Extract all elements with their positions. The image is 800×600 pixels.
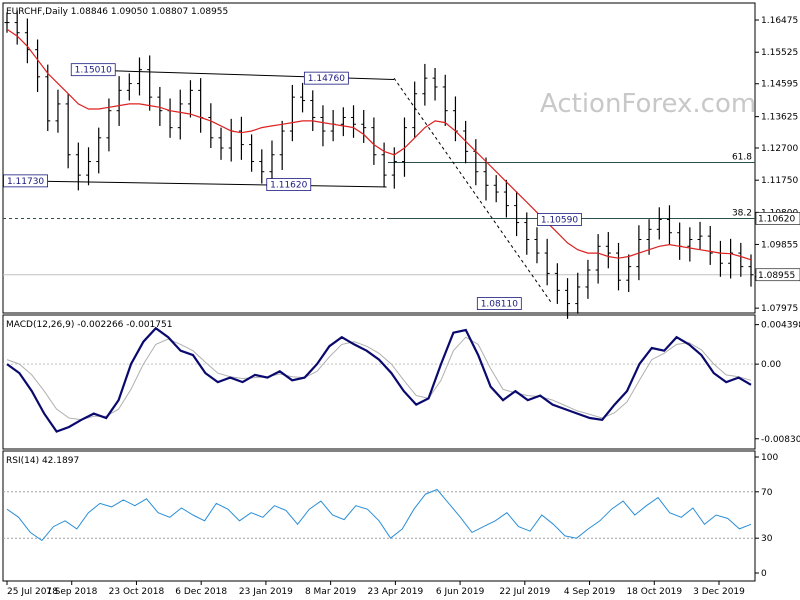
- level-annotation-label: 1.10590: [541, 216, 578, 226]
- fib-level-label: 38.2: [732, 208, 752, 218]
- price-panel: ActionForex.com 1.16475 1.15525 1.14595 1.13…: [2, 2, 800, 319]
- macd-line: [6, 326, 752, 433]
- x-tick-label: 23 Oct 2018: [109, 587, 165, 597]
- macd-title: MACD(12,26,9) -0.002266 -0.001751: [6, 320, 172, 330]
- x-tick-label: 18 Oct 2019: [626, 587, 682, 597]
- y-tick-label: 100: [761, 453, 778, 463]
- current-price-label: 1.08955: [758, 271, 795, 281]
- dashed-trendline: [393, 77, 553, 304]
- fib-level-label: 61.8: [732, 153, 752, 163]
- y-tick-label: 1.13625: [761, 113, 798, 123]
- y-tick-label: 1.09855: [761, 240, 798, 250]
- x-tick-label: 23 Jan 2019: [239, 587, 293, 597]
- price-tag-label: 1.10620: [758, 214, 795, 224]
- level-annotation-box: [266, 178, 312, 191]
- level-annotation-box: [70, 63, 116, 77]
- panel-frame: [2, 450, 756, 582]
- price-tag-box: [755, 212, 800, 225]
- y-tick-label: 1.07975: [761, 304, 798, 314]
- watermark: ActionForex.com: [540, 89, 756, 119]
- y-tick-label: 1.12700: [761, 144, 798, 154]
- y-tick-label: 1.15525: [761, 48, 798, 58]
- level-annotation-label: 1.11730: [7, 177, 44, 187]
- y-tick-label: -0.008306: [761, 435, 800, 445]
- rsi-title: RSI(14) 42.1897: [6, 456, 79, 466]
- y-tick-label: 70: [761, 488, 773, 498]
- y-tick-label: 0: [761, 569, 767, 579]
- level-annotation-box: [476, 297, 522, 310]
- channel-trendline: [18, 180, 387, 188]
- level-annotation-label: 1.14760: [308, 74, 345, 84]
- chart-title: EURCHF,Daily 1.08846 1.09050 1.08807 1.0…: [6, 7, 228, 17]
- x-tick-label: 3 Dec 2019: [693, 587, 745, 597]
- x-tick-label: 6 Dec 2018: [175, 587, 227, 597]
- level-annotation-label: 1.08110: [481, 300, 518, 310]
- panel-frame: [2, 2, 756, 314]
- y-tick-label: 30: [761, 534, 773, 544]
- level-annotation-label: 1.15010: [75, 66, 112, 76]
- macd-panel: MACD(12,26,9) -0.002266 -0.001751 0.00439…: [2, 314, 800, 450]
- current-price-box: [755, 268, 800, 282]
- x-tick-label: 7 Sep 2018: [46, 587, 98, 597]
- y-tick-label: 1.16475: [761, 16, 798, 26]
- rsi-line: [6, 488, 752, 542]
- y-tick-label: 0.00: [761, 360, 781, 370]
- y-tick-label: 1.11750: [761, 176, 798, 186]
- x-tick-label: 25 Jul 2018: [7, 587, 58, 597]
- level-annotation-label: 1.11620: [270, 181, 307, 191]
- y-tick-label: 1.14595: [761, 80, 798, 90]
- x-tick-label: 23 Apr 2019: [368, 587, 424, 597]
- y-tick-label: 0.004398: [761, 321, 800, 331]
- x-tick-label: 22 Jul 2019: [499, 587, 550, 597]
- level-annotation-box: [303, 71, 349, 85]
- x-tick-label: 6 Jun 2019: [436, 587, 485, 597]
- moving-average-line: [6, 28, 752, 261]
- signal-line: [6, 336, 752, 421]
- x-tick-label: 8 Mar 2019: [305, 587, 357, 597]
- rsi-panel: RSI(14) 42.1897 100 70 30 0: [2, 450, 778, 582]
- panel-frame: [2, 314, 756, 450]
- x-tick-label: 4 Sep 2019: [564, 587, 616, 597]
- level-annotation-box: [3, 174, 48, 188]
- level-annotation-box: [537, 213, 582, 226]
